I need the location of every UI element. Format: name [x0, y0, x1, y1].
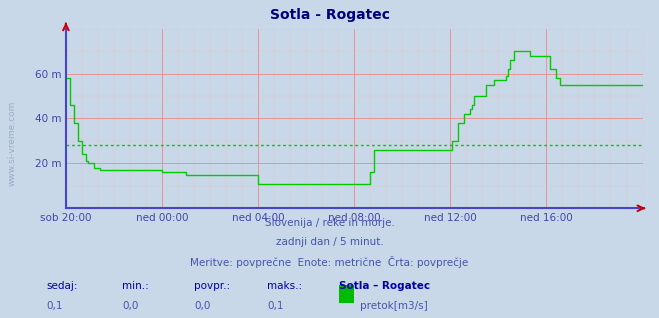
Text: zadnji dan / 5 minut.: zadnji dan / 5 minut.	[275, 237, 384, 247]
Text: 0,0: 0,0	[194, 301, 211, 310]
Text: 0,1: 0,1	[46, 301, 63, 310]
Text: sedaj:: sedaj:	[46, 281, 78, 291]
Text: 0,0: 0,0	[122, 301, 138, 310]
Text: maks.:: maks.:	[267, 281, 302, 291]
Text: Meritve: povprečne  Enote: metrične  Črta: povprečje: Meritve: povprečne Enote: metrične Črta:…	[190, 256, 469, 268]
Text: www.si-vreme.com: www.si-vreme.com	[7, 100, 16, 186]
Text: Sotla - Rogatec: Sotla - Rogatec	[270, 8, 389, 22]
Text: 0,1: 0,1	[267, 301, 283, 310]
Text: Slovenija / reke in morje.: Slovenija / reke in morje.	[264, 218, 395, 228]
Text: min.:: min.:	[122, 281, 149, 291]
Text: povpr.:: povpr.:	[194, 281, 231, 291]
Text: pretok[m3/s]: pretok[m3/s]	[360, 301, 428, 310]
Text: Sotla – Rogatec: Sotla – Rogatec	[339, 281, 430, 291]
